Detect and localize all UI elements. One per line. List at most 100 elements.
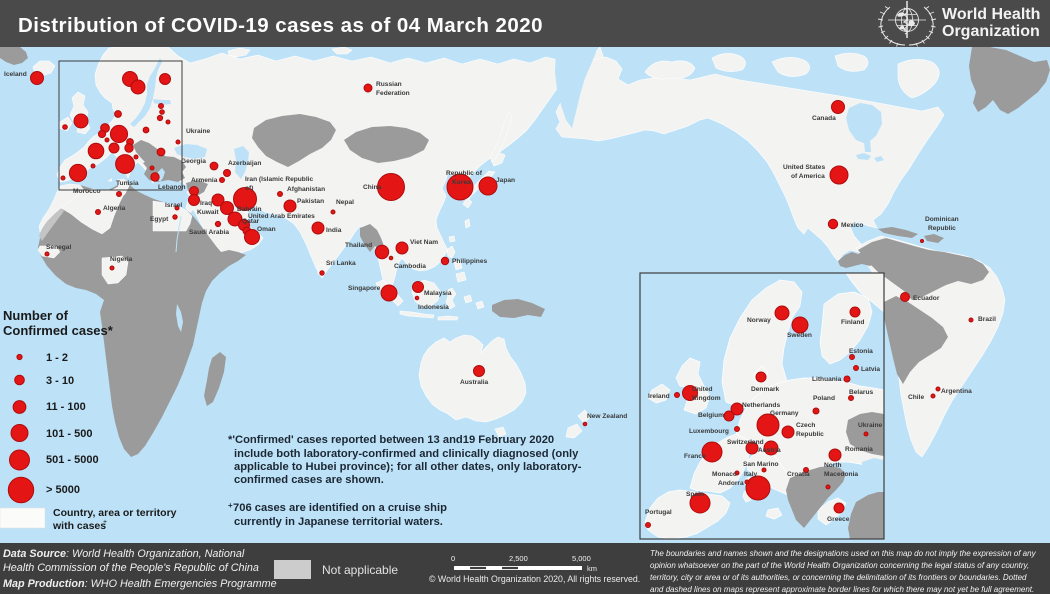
svg-text:Singapore: Singapore xyxy=(348,285,381,292)
svg-text:Health Commission of the Peopl: Health Commission of the People's Republ… xyxy=(3,562,259,574)
svg-text:and dashed lines on maps repre: and dashed lines on maps represent appro… xyxy=(650,585,1034,594)
svg-text:Mexico: Mexico xyxy=(841,222,863,229)
svg-text:© World Health Organization 2: © World Health Organization 2020, All ri… xyxy=(429,574,640,584)
svg-text:San Marino: San Marino xyxy=(743,461,779,468)
svg-text:India: India xyxy=(326,227,342,234)
svg-text:Spain: Spain xyxy=(686,491,704,498)
svg-text:5,000: 5,000 xyxy=(572,554,591,563)
svg-text:Confirmed cases*: Confirmed cases* xyxy=(3,323,114,338)
svg-text:*'Confirmed' cases reported be: *'Confirmed' cases reported between 13 a… xyxy=(228,434,554,446)
svg-text:of): of) xyxy=(245,185,253,192)
svg-text:Nepal: Nepal xyxy=(336,199,354,206)
svg-text:Ireland: Ireland xyxy=(648,393,670,400)
svg-text:Norway: Norway xyxy=(747,317,771,324)
svg-text:Republic: Republic xyxy=(928,225,956,232)
svg-text:Malaysia: Malaysia xyxy=(424,290,452,297)
svg-text:706 cases are identified on a: 706 cases are identified on a cruise shi… xyxy=(233,502,447,514)
svg-text:of America: of America xyxy=(791,173,825,180)
svg-text:Netherlands: Netherlands xyxy=(742,402,780,409)
svg-text:Philippines: Philippines xyxy=(452,258,488,265)
svg-text:Macedonia: Macedonia xyxy=(824,471,858,478)
svg-text:Oman: Oman xyxy=(257,226,276,233)
svg-text:applicable to Hubei province);: applicable to Hubei province); for all o… xyxy=(234,461,582,473)
svg-text:United Arab Emirates: United Arab Emirates xyxy=(248,213,315,220)
svg-text:1 - 2: 1 - 2 xyxy=(46,352,68,364)
svg-text:Algeria: Algeria xyxy=(103,205,126,212)
svg-text:Finland: Finland xyxy=(841,319,864,326)
svg-text:Afghanistan: Afghanistan xyxy=(287,186,325,193)
svg-text:Austria: Austria xyxy=(758,447,781,454)
svg-text:Portugal: Portugal xyxy=(645,509,672,516)
svg-text:Russian: Russian xyxy=(376,81,402,88)
svg-text:Tunisia: Tunisia xyxy=(116,180,139,187)
svg-text:501 - 5000: 501 - 5000 xyxy=(46,454,99,466)
svg-text:km: km xyxy=(587,564,597,573)
svg-text:Monaco: Monaco xyxy=(712,471,737,478)
svg-text:New Zealand: New Zealand xyxy=(587,413,627,420)
svg-text:Argentina: Argentina xyxy=(941,388,972,395)
svg-text:France: France xyxy=(684,453,706,460)
svg-text:0: 0 xyxy=(451,554,455,563)
svg-text:territory, city or area or of: territory, city or area or of its author… xyxy=(650,573,1027,582)
svg-text:Federation: Federation xyxy=(376,90,410,97)
svg-text:World Health: World Health xyxy=(942,6,1040,23)
svg-text:The boundaries and names shown: The boundaries and names shown and the d… xyxy=(650,549,1037,558)
svg-text:Data Source: World Health Org: Data Source: World Health Organization, … xyxy=(3,548,245,560)
svg-text:Japan: Japan xyxy=(496,177,515,184)
svg-text:United States: United States xyxy=(783,164,825,171)
svg-text:Chile: Chile xyxy=(908,394,924,401)
svg-text:Belarus: Belarus xyxy=(849,389,874,396)
svg-text:Ukraine: Ukraine xyxy=(858,422,883,429)
svg-text:Iran (Islamic Republic: Iran (Islamic Republic xyxy=(245,176,313,183)
svg-text:Not applicable: Not applicable xyxy=(322,563,398,577)
svg-text:Morocco: Morocco xyxy=(73,188,100,195)
svg-text:Kingdom: Kingdom xyxy=(692,395,721,402)
svg-text:Australia: Australia xyxy=(460,379,489,386)
svg-text:+: + xyxy=(228,501,233,510)
svg-text:Luxembourg: Luxembourg xyxy=(689,428,729,435)
svg-text:Korea: Korea xyxy=(452,179,471,186)
svg-text:Azerbaijan: Azerbaijan xyxy=(228,160,261,167)
svg-text:Belgium: Belgium xyxy=(698,412,724,419)
svg-text:North: North xyxy=(824,462,842,469)
svg-text:Italy: Italy xyxy=(744,471,758,478)
svg-text:Republic: Republic xyxy=(796,431,824,438)
svg-text:Pakistan: Pakistan xyxy=(297,198,324,205)
svg-text:Iceland: Iceland xyxy=(4,71,27,78)
svg-text:Ukraine: Ukraine xyxy=(186,128,211,135)
svg-text:Saudi Arabia: Saudi Arabia xyxy=(189,229,229,236)
svg-text:Republic of: Republic of xyxy=(446,170,483,177)
svg-text:confirmed cases are shown.: confirmed cases are shown. xyxy=(234,474,384,486)
svg-text:Cambodia: Cambodia xyxy=(394,263,426,270)
svg-text:with cases: with cases xyxy=(52,520,106,532)
svg-text:Senegal: Senegal xyxy=(46,244,71,251)
svg-text:101 - 500: 101 - 500 xyxy=(46,428,92,440)
svg-text:United: United xyxy=(692,386,713,393)
svg-text:Qatar: Qatar xyxy=(242,218,260,225)
svg-text:Iraq: Iraq xyxy=(200,200,212,207)
svg-text:Andorra: Andorra xyxy=(718,480,744,487)
svg-text:currently in Japanese territor: currently in Japanese territorial waters… xyxy=(234,516,443,528)
svg-text:opinion whatsoever on the part: opinion whatsoever on the part of the Wo… xyxy=(650,561,1029,570)
svg-text:Bahrain: Bahrain xyxy=(237,206,262,213)
svg-text:Estonia: Estonia xyxy=(849,348,873,355)
svg-text:Sweden: Sweden xyxy=(787,332,812,339)
svg-text:Map Production: WHO Health Em: Map Production: WHO Health Emergencies P… xyxy=(3,578,277,590)
svg-text:Viet Nam: Viet Nam xyxy=(410,239,438,246)
svg-text:Sri Lanka: Sri Lanka xyxy=(326,260,356,267)
svg-text:3 - 10: 3 - 10 xyxy=(46,375,74,387)
svg-text:> 5000: > 5000 xyxy=(46,484,80,496)
svg-text:Lithuania: Lithuania xyxy=(812,376,842,383)
svg-text:Canada: Canada xyxy=(812,115,836,122)
svg-text:Poland: Poland xyxy=(813,395,835,402)
svg-text:Armenia: Armenia xyxy=(191,177,218,184)
svg-text:Israel: Israel xyxy=(165,202,182,209)
svg-text:include both laboratory-confir: include both laboratory-confirmed and cl… xyxy=(234,448,579,460)
svg-text:Latvia: Latvia xyxy=(861,366,880,373)
svg-text:Lebanon: Lebanon xyxy=(158,184,185,191)
svg-text:Greece: Greece xyxy=(827,516,850,523)
svg-text:Georgia: Georgia xyxy=(181,158,206,165)
svg-text:Organization: Organization xyxy=(942,23,1040,40)
svg-text:Romania: Romania xyxy=(845,446,873,453)
svg-text:Switzerland: Switzerland xyxy=(727,439,764,446)
